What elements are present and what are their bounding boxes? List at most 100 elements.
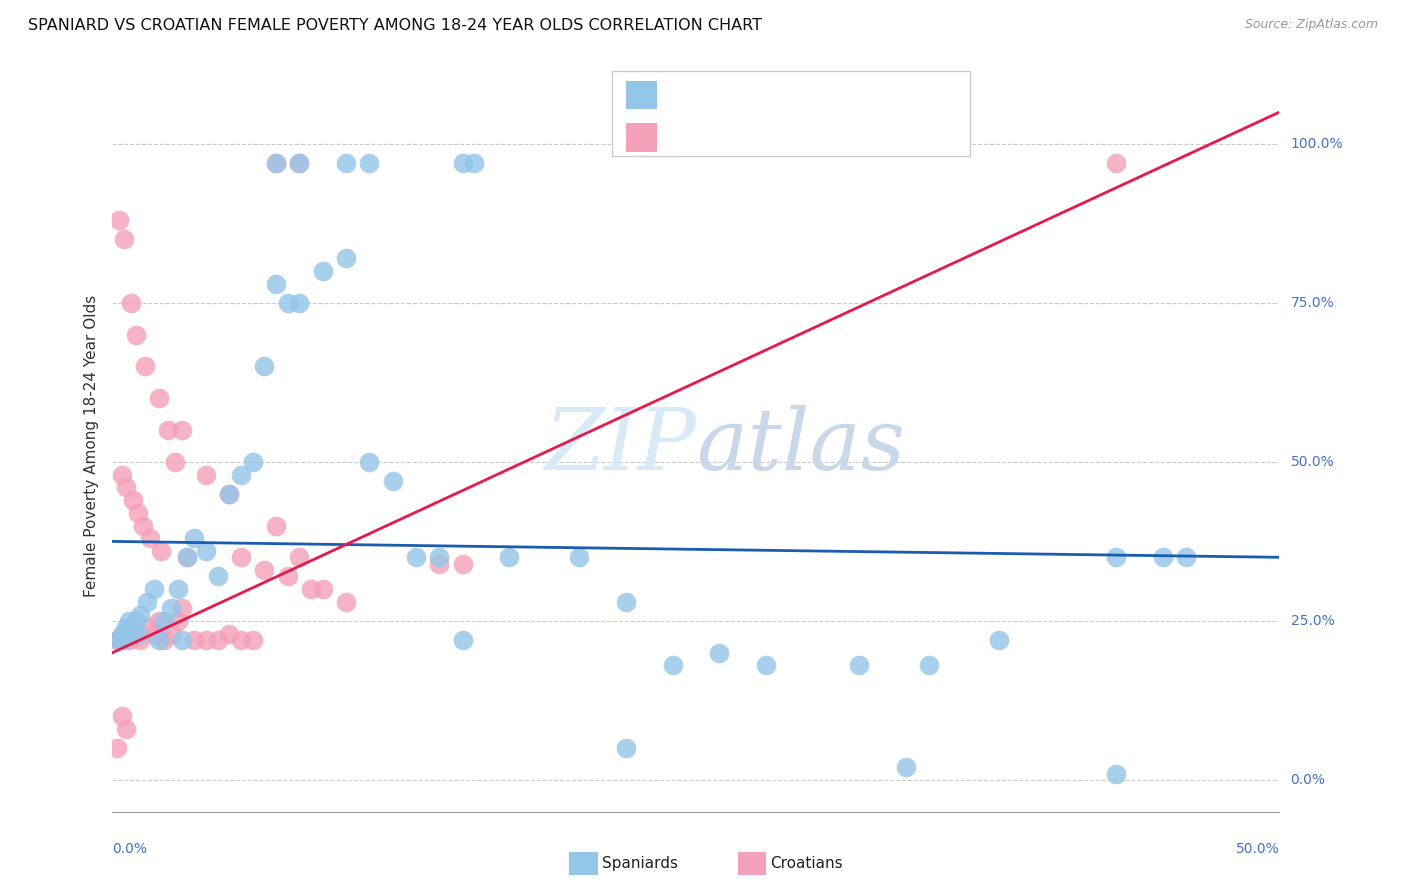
Text: N =: N = [787, 87, 824, 104]
Point [139, 531, 162, 545]
Point [405, 550, 427, 565]
Point [108, 632, 131, 647]
Point [120, 620, 142, 634]
Point [105, 741, 128, 756]
Point [709, 646, 731, 660]
Point [183, 531, 205, 545]
Point [311, 582, 333, 596]
Point [894, 760, 917, 774]
Point [242, 455, 264, 469]
Point [129, 607, 152, 622]
Point [136, 620, 159, 634]
Point [157, 423, 180, 437]
Point [143, 582, 166, 596]
Point [112, 632, 135, 647]
Point [614, 595, 637, 609]
Text: R =: R = [668, 128, 704, 146]
Point [335, 156, 357, 170]
Point [112, 232, 135, 246]
Point [264, 156, 287, 170]
Point [207, 632, 229, 647]
Point [498, 550, 520, 565]
Point [183, 632, 205, 647]
Point [111, 626, 134, 640]
Point [451, 156, 474, 170]
Point [242, 632, 264, 647]
Point [229, 550, 252, 565]
Point [172, 601, 194, 615]
Point [129, 632, 152, 647]
Point [120, 620, 142, 634]
Point [136, 595, 159, 609]
Point [359, 156, 381, 170]
Text: 50.0%: 50.0% [1291, 455, 1334, 469]
Point [264, 156, 287, 170]
Point [105, 632, 128, 647]
Point [111, 467, 134, 482]
Point [176, 550, 198, 565]
Point [160, 601, 183, 615]
Point [1105, 550, 1128, 565]
Point [122, 493, 145, 508]
Point [359, 455, 381, 469]
Point [166, 614, 188, 628]
Point [288, 550, 311, 565]
Point [1105, 766, 1128, 780]
Text: SPANIARD VS CROATIAN FEMALE POVERTY AMONG 18-24 YEAR OLDS CORRELATION CHART: SPANIARD VS CROATIAN FEMALE POVERTY AMON… [28, 18, 762, 33]
Point [381, 474, 404, 488]
Point [264, 277, 287, 291]
Point [335, 252, 357, 266]
Point [172, 423, 194, 437]
Point [115, 722, 138, 736]
Point [311, 264, 333, 278]
Point [118, 632, 141, 647]
Point [148, 614, 170, 628]
Text: 100.0%: 100.0% [1291, 136, 1343, 151]
Point [165, 455, 187, 469]
Point [111, 709, 134, 723]
Point [253, 563, 276, 577]
Point [150, 544, 173, 558]
Text: 0.0%: 0.0% [112, 842, 148, 856]
Point [276, 569, 298, 583]
Point [288, 296, 311, 310]
Text: Spaniards: Spaniards [602, 856, 678, 871]
Point [132, 518, 155, 533]
Point [463, 156, 485, 170]
Point [134, 359, 156, 374]
Text: 0.540: 0.540 [703, 128, 759, 146]
Point [127, 626, 149, 640]
Point [127, 506, 149, 520]
Point [108, 213, 131, 227]
Point [218, 626, 240, 640]
Point [288, 156, 311, 170]
Point [335, 595, 357, 609]
Text: Croatians: Croatians [770, 856, 844, 871]
Point [1152, 550, 1174, 565]
Point [253, 359, 276, 374]
Point [160, 626, 183, 640]
Point [229, 632, 252, 647]
Point [125, 614, 148, 628]
Point [125, 327, 148, 342]
Point [299, 582, 322, 596]
Point [451, 557, 474, 571]
Point [115, 480, 138, 494]
Point [451, 632, 474, 647]
Point [918, 658, 941, 673]
Point [108, 632, 131, 647]
Text: 46: 46 [823, 87, 848, 104]
Point [166, 582, 188, 596]
Point [264, 518, 287, 533]
Point [194, 632, 217, 647]
Text: atlas: atlas [696, 405, 905, 487]
Point [568, 550, 591, 565]
Point [207, 569, 229, 583]
Point [118, 614, 141, 628]
Point [427, 550, 450, 565]
Y-axis label: Female Poverty Among 18-24 Year Olds: Female Poverty Among 18-24 Year Olds [83, 295, 98, 597]
Point [148, 632, 170, 647]
Point [112, 626, 135, 640]
Text: 0.0%: 0.0% [1291, 773, 1326, 787]
Point [153, 614, 176, 628]
